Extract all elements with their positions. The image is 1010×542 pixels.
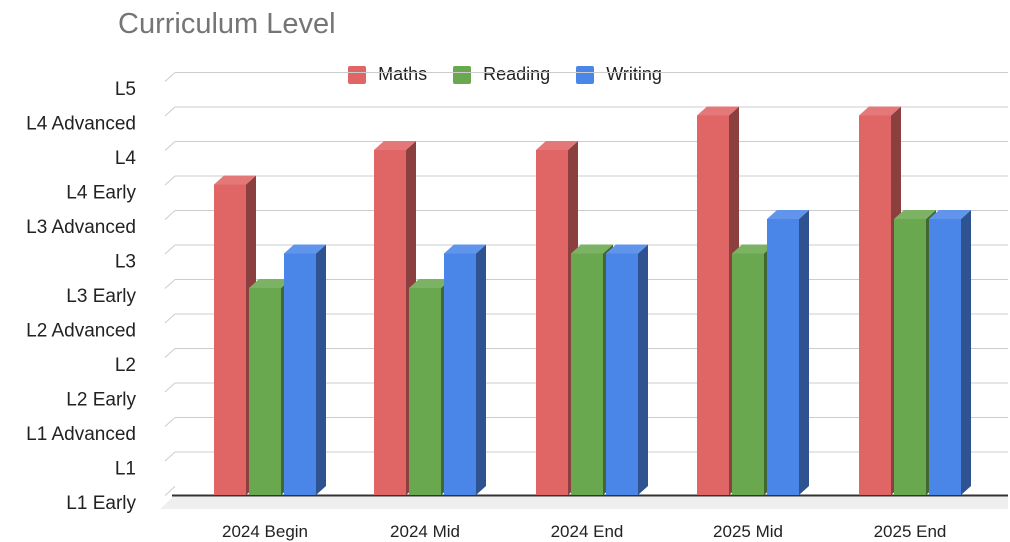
bar-side bbox=[961, 210, 971, 495]
y-tick-label: L5 bbox=[115, 79, 136, 100]
floor bbox=[160, 495, 1008, 509]
grid-line-depth bbox=[164, 313, 176, 324]
legend-item-reading[interactable]: Reading bbox=[453, 64, 550, 85]
bar-top bbox=[571, 244, 613, 254]
bar-top bbox=[536, 141, 578, 150]
bars bbox=[214, 106, 971, 495]
bar-top bbox=[374, 141, 416, 150]
grid-line-depth bbox=[164, 175, 176, 186]
legend-item-writing[interactable]: Writing bbox=[576, 64, 662, 85]
bar-top bbox=[214, 175, 256, 185]
bar-front bbox=[249, 288, 281, 495]
y-tick-label: L3 bbox=[115, 252, 136, 273]
bar-top bbox=[732, 244, 774, 254]
legend: Maths Reading Writing bbox=[0, 64, 1010, 85]
x-category-label: 2024 Begin bbox=[222, 522, 308, 541]
grid-line-depth bbox=[164, 244, 176, 255]
y-tick-label: L4 Advanced bbox=[26, 114, 136, 135]
bar-writing bbox=[284, 244, 326, 495]
grid-line-depth bbox=[164, 451, 176, 462]
grid-line-depth bbox=[164, 210, 176, 220]
bar-side bbox=[638, 244, 648, 495]
grid-line-depth bbox=[164, 486, 176, 496]
bar-reading bbox=[571, 244, 613, 495]
bar-side bbox=[476, 244, 486, 495]
bar-top bbox=[697, 106, 739, 116]
bar-top bbox=[929, 210, 971, 219]
bar-front bbox=[697, 115, 729, 495]
y-tick-label: L3 Advanced bbox=[26, 217, 136, 238]
bar-top bbox=[859, 106, 901, 116]
bar-front bbox=[214, 184, 246, 495]
y-tick-label: L3 Early bbox=[66, 286, 136, 307]
bar-front bbox=[409, 288, 441, 495]
y-tick-label: L2 Early bbox=[66, 390, 136, 411]
bar-maths bbox=[536, 141, 578, 495]
y-tick-label: L1 bbox=[115, 459, 136, 480]
bar-front bbox=[929, 219, 961, 495]
y-tick-label: L2 bbox=[115, 355, 136, 376]
grid-line-depth bbox=[164, 141, 176, 151]
bar-front bbox=[606, 253, 638, 495]
legend-label-maths: Maths bbox=[378, 64, 428, 84]
bar-front bbox=[894, 219, 926, 495]
bar-top bbox=[409, 279, 451, 288]
grid-line-depth bbox=[164, 106, 176, 117]
bar-front bbox=[571, 253, 603, 495]
bar-front bbox=[767, 219, 799, 495]
y-tick-label: L1 Advanced bbox=[26, 424, 136, 445]
bar-top bbox=[249, 279, 291, 288]
bar-front bbox=[536, 150, 568, 495]
bar-top bbox=[894, 210, 936, 219]
grid-line-depth bbox=[164, 72, 176, 82]
y-tick-label: L4 bbox=[115, 148, 137, 169]
x-category-label: 2025 End bbox=[874, 522, 947, 541]
bar-top bbox=[767, 210, 809, 219]
bar-writing bbox=[606, 244, 648, 495]
legend-label-writing: Writing bbox=[606, 64, 662, 84]
grid-line-depth bbox=[164, 417, 176, 427]
grid-line-depth bbox=[164, 348, 176, 358]
x-category-label: 2024 Mid bbox=[390, 522, 460, 541]
bar-front bbox=[374, 150, 406, 495]
y-tick-label: L2 Advanced bbox=[26, 321, 136, 342]
x-category-label: 2025 Mid bbox=[713, 522, 783, 541]
legend-swatch-writing bbox=[576, 65, 595, 84]
x-category-label: 2024 End bbox=[551, 522, 624, 541]
bar-writing bbox=[444, 244, 486, 495]
grid-line-depth bbox=[164, 382, 176, 393]
legend-swatch-reading bbox=[453, 65, 472, 84]
bar-writing bbox=[929, 210, 971, 495]
grid-line-depth bbox=[164, 279, 176, 289]
bar-front bbox=[732, 253, 764, 495]
bar-front bbox=[284, 253, 316, 495]
y-tick-label: L1 Early bbox=[66, 493, 136, 514]
legend-item-maths[interactable]: Maths bbox=[348, 64, 427, 85]
legend-label-reading: Reading bbox=[483, 64, 551, 84]
bar-top bbox=[284, 244, 326, 254]
y-tick-labels: L1 Early L1 L1 Advanced L2 Early L2 L2 Advanc… bbox=[26, 79, 136, 514]
bar-side bbox=[316, 244, 326, 495]
legend-swatch-maths bbox=[348, 65, 367, 84]
bar-top bbox=[444, 244, 486, 254]
axes bbox=[160, 494, 1008, 509]
y-tick-label: L4 Early bbox=[66, 183, 136, 204]
bar-front bbox=[859, 115, 891, 495]
bar-side bbox=[799, 210, 809, 495]
bar-front bbox=[444, 253, 476, 495]
bar-writing bbox=[767, 210, 809, 495]
bar-top bbox=[606, 244, 648, 254]
x-category-labels: 2024 Begin 2024 Mid 2024 End 2025 Mid 2025 E… bbox=[222, 522, 946, 541]
chart-title: Curriculum Level bbox=[118, 8, 336, 40]
